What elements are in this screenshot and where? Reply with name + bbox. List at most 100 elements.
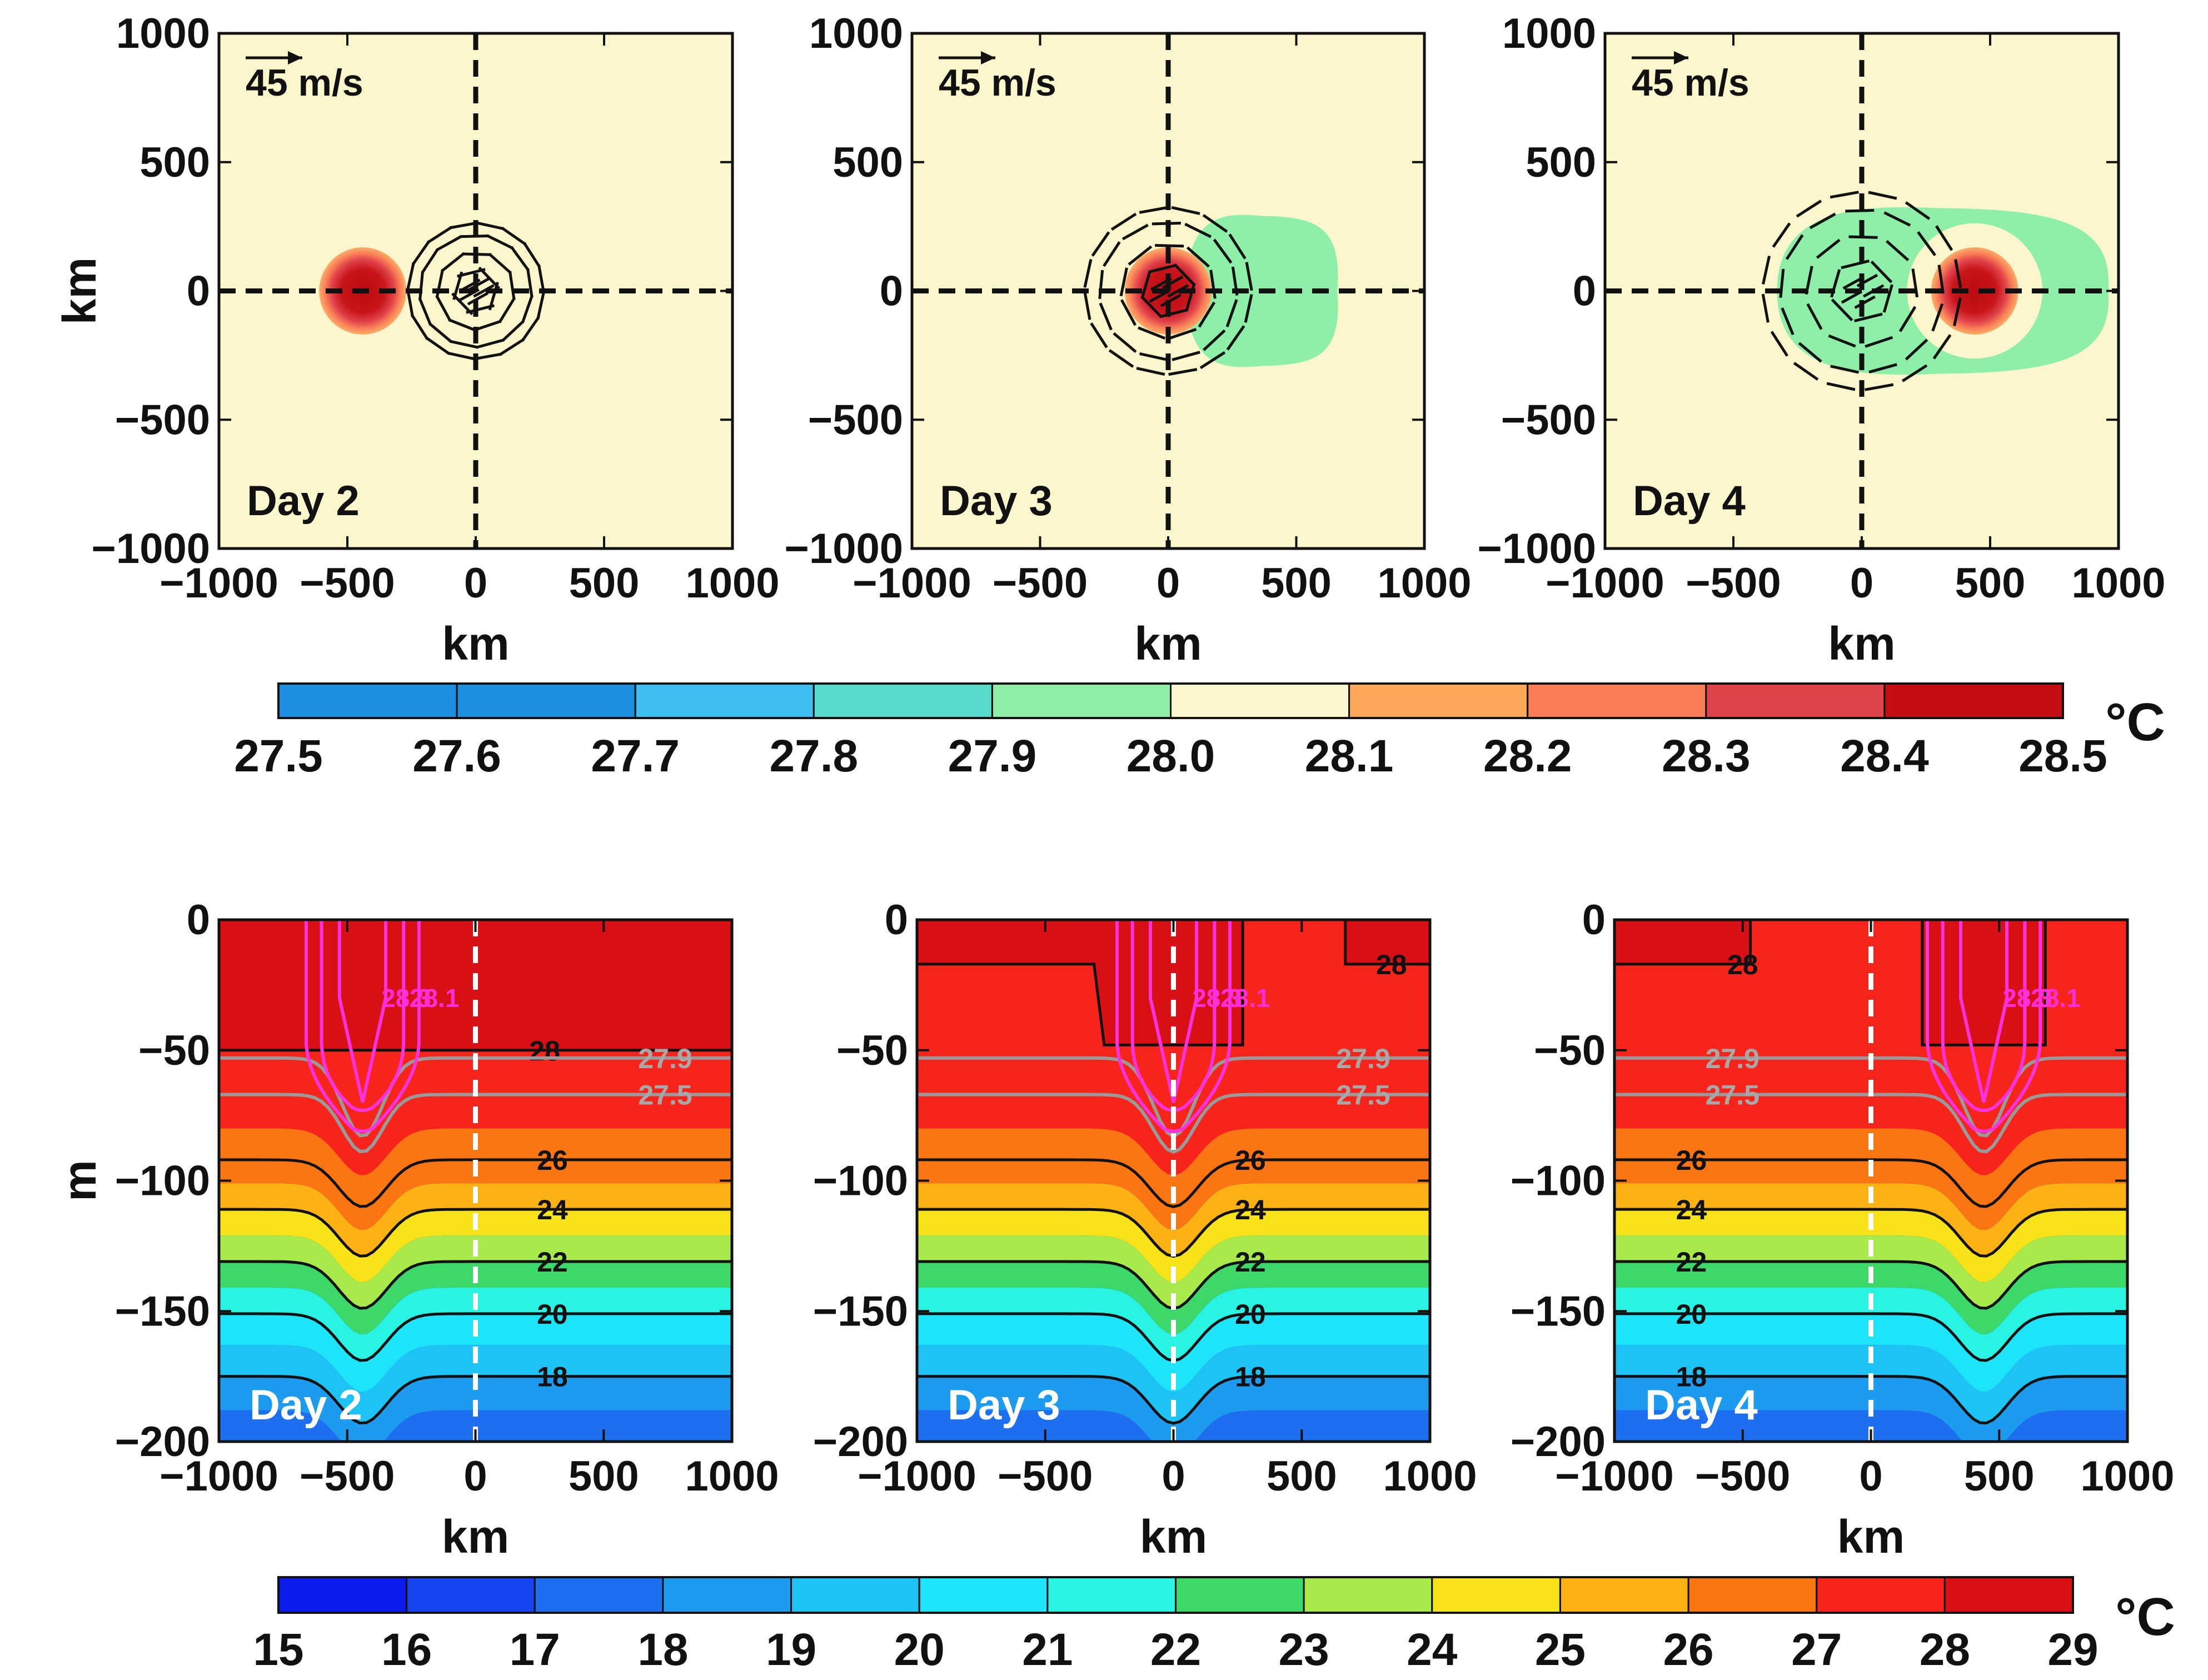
wind-vector: [1113, 332, 1137, 353]
wind-vector: [1226, 325, 1245, 351]
wind-vector: [1793, 362, 1819, 381]
y-tick-label: 0: [1582, 896, 1606, 944]
wind-vector: [1173, 263, 1196, 287]
wind-vector: [458, 288, 480, 302]
sst-field: [912, 33, 1424, 549]
wind-vector: [499, 338, 525, 356]
colorbar-swatch: [1431, 1576, 1561, 1614]
x-axis-label: km: [1140, 1510, 1207, 1563]
magenta-contour: [320, 920, 406, 1113]
wind-vector: [1842, 276, 1864, 290]
wind-vector: [1816, 238, 1841, 259]
x-tick-label: 0: [1162, 1453, 1185, 1500]
temperature-band: [219, 1288, 732, 1360]
colorbar-tick-label: 26: [1663, 1624, 1713, 1675]
y-tick-label: 0: [1573, 268, 1596, 315]
reference-vector-head: [981, 51, 995, 64]
isotherm-label: 26: [1235, 1145, 1266, 1176]
colorbar-tick-label: 21: [1022, 1624, 1073, 1675]
y-tick-label: −200: [813, 1418, 908, 1465]
wind-vector: [1868, 191, 1897, 200]
isotherm-label: 22: [1676, 1247, 1707, 1278]
colorbar-swatch: [634, 682, 815, 719]
y-tick-label: 500: [1526, 139, 1596, 186]
wind-vector: [1148, 263, 1177, 273]
y-tick-label: 1000: [809, 10, 903, 57]
colorbar-tick-label: 28.4: [1840, 731, 1929, 781]
wind-vector: [488, 252, 512, 275]
wind-vector: [1917, 231, 1936, 256]
wind-vector: [526, 268, 534, 298]
panel-label: Day 3: [940, 477, 1053, 525]
wind-vector: [537, 265, 546, 294]
colorbar-swatch: [662, 1576, 793, 1614]
temperature-band: [917, 1128, 1430, 1207]
magenta-label: 28.1: [1220, 984, 1270, 1013]
wind-vector: [1931, 303, 1944, 332]
wind-vector: [468, 277, 490, 291]
colorbar-tick-label: 27.6: [412, 731, 501, 781]
colorbars-layer: 27.5 27.6 27.7 27.8 27.9 28.0 28.1 28.2 28.3 28.4…: [234, 682, 2175, 1675]
y-tick-label: −50: [1534, 1027, 1606, 1074]
wind-vector: [473, 320, 502, 332]
temperature-band: [917, 1345, 1430, 1424]
reference-vector-label: 45 m/s: [939, 62, 1056, 104]
wind-vector: [447, 351, 476, 361]
contour-label: 27.5: [638, 1080, 692, 1111]
colorbar-tick-label: 23: [1279, 1624, 1329, 1675]
y-tick-label: 0: [187, 896, 210, 944]
wind-vector: [1119, 267, 1128, 297]
y-tick-label: 0: [885, 896, 908, 944]
colorbar-swatch: [1046, 1576, 1177, 1614]
y-tick-label: 0: [187, 268, 210, 315]
wind-vector: [1798, 342, 1822, 363]
wind-vector: [1937, 265, 1945, 294]
temperature-band: [219, 1128, 732, 1207]
colorbar-tick-label: 28.3: [1662, 731, 1751, 781]
wind-vector: [1761, 293, 1770, 323]
colorbar-swatch: [790, 1576, 920, 1614]
section-colorbar: 15 16 17 18 19 20 21 22 23 24 25 26 27 28 29 °C: [253, 1576, 2175, 1675]
wind-vector: [1213, 238, 1233, 264]
wind-vector: [1826, 382, 1856, 391]
magenta-label: 28.3: [2002, 984, 2052, 1013]
wind-vector: [501, 320, 525, 342]
isotherm-28: [1614, 920, 2047, 1046]
x-tick-label: −1000: [853, 560, 971, 607]
colorbar-swatch: [277, 1576, 408, 1614]
wind-vector: [1841, 290, 1863, 304]
x-tick-label: 500: [1964, 1453, 2035, 1500]
wind-vector: [1139, 352, 1168, 362]
temperature-band: [219, 1235, 732, 1309]
warm-layer: [1922, 920, 2046, 1045]
wind-vector: [1162, 275, 1184, 289]
wind-vector: [1159, 308, 1188, 318]
x-tick-label: −500: [300, 1453, 395, 1500]
x-tick-label: 1000: [685, 1453, 779, 1500]
y-tick-label: −200: [115, 1418, 210, 1465]
isotherm-label: 18: [537, 1362, 568, 1393]
wind-vector: [521, 316, 540, 342]
wind-vector: [1090, 322, 1108, 348]
x-tick-label: −500: [300, 560, 395, 607]
wind-vector: [1245, 262, 1253, 291]
isotherm-label: 20: [1676, 1299, 1707, 1330]
wind-vector: [536, 291, 546, 320]
y-tick-label: −1000: [1478, 525, 1596, 572]
colorbar-swatch: [1170, 682, 1350, 719]
wind-vector: [1138, 326, 1166, 340]
contour-label: 27.9: [1706, 1043, 1760, 1074]
y-tick-label: −500: [808, 396, 903, 443]
colorbar-swatch: [991, 682, 1172, 719]
colorbar-tick-label: 19: [766, 1624, 816, 1675]
magenta-label: 28.1: [2031, 984, 2081, 1013]
magenta-contour: [1941, 920, 2027, 1113]
x-axis-label: km: [442, 617, 509, 670]
colorbar-tick-label: 29: [2047, 1624, 2098, 1675]
isotherm-26: [917, 1158, 1430, 1208]
wind-vector: [1198, 301, 1216, 328]
warm-layer: [1345, 920, 1430, 964]
isotherm-label: 26: [537, 1145, 568, 1176]
